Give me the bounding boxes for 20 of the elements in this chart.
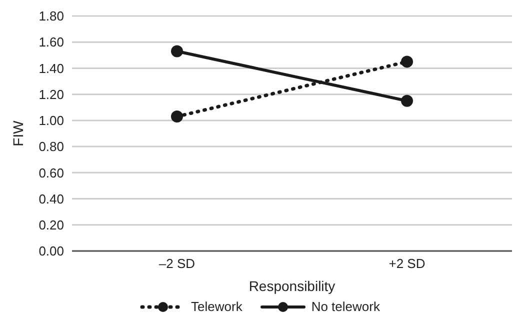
y-tick-label: 1.60 [38, 34, 64, 50]
point [171, 110, 183, 123]
point [171, 45, 183, 58]
x-tick-label: +2 SD [388, 256, 426, 272]
y-tick-label: 0.40 [38, 191, 64, 206]
y-tick-label: 0.60 [38, 165, 64, 180]
y-tick-label: 0.80 [38, 139, 64, 154]
point [401, 56, 413, 68]
y-tick-label: 0.20 [38, 218, 64, 233]
x-axis-title: Responsibility [248, 278, 336, 294]
y-tick-label: 1.80 [38, 8, 64, 24]
y-tick-label: 0.00 [38, 244, 64, 259]
y-tick-label: 1.20 [38, 86, 64, 102]
y-axis-title: FIW [10, 120, 26, 146]
x-tick-label: –2 SD [158, 256, 196, 272]
y-tick-label: 1.40 [38, 60, 64, 76]
point [401, 94, 413, 107]
legend-label: Telework [191, 299, 242, 314]
y-tick-label: 1.00 [38, 113, 64, 128]
legend-label: No telework [311, 299, 380, 314]
